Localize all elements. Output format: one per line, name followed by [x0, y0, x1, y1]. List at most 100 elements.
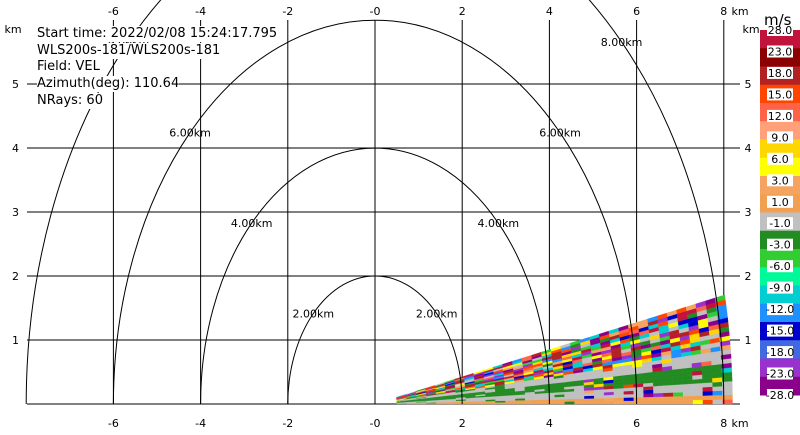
x-tick-bottom-6: 6 [633, 417, 640, 430]
sector-cell-55 [603, 397, 615, 402]
sector-cell-51 [564, 398, 575, 402]
ring-overshoot [4, 404, 12, 434]
x-tick-bottom-5: 4 [546, 417, 553, 430]
colorbar-label-2: 18.0 [768, 67, 793, 80]
colorbar-label-bg-12 [767, 281, 793, 294]
range-ring-0 [287, 275, 463, 405]
sector-cell-25 [643, 400, 654, 405]
sector-cell-94 [653, 392, 664, 398]
sector-cell-23 [623, 400, 634, 405]
sector-cell-17 [564, 401, 575, 405]
sector-cell-21 [603, 400, 615, 405]
sector-cell-127 [643, 389, 654, 394]
sector-cell-133 [702, 386, 713, 392]
y-tick-right-2: 3 [745, 206, 752, 219]
colorbar-label-bg-10 [767, 238, 793, 251]
sector-cell-130 [672, 388, 684, 393]
sector-cell-59 [643, 396, 654, 401]
sector-cell-24 [633, 400, 644, 405]
sector-cell-132 [692, 387, 703, 392]
colorbar-label-9: -1.0 [769, 217, 790, 230]
sector-cell-29 [682, 399, 694, 405]
colorbar-units: m/s [764, 11, 792, 29]
x-tick-top-7: 8 [720, 5, 727, 18]
x-tick-top-0: -6 [108, 5, 119, 18]
sector-cell-129 [663, 388, 674, 394]
sector-cell-52 [574, 398, 585, 402]
sector-cell-22 [613, 400, 625, 405]
colorbar-label-bg-11 [767, 260, 793, 273]
sector-cell-14 [534, 401, 546, 405]
colorbar-label-7: 3.0 [771, 174, 789, 187]
x-tick-bottom-3: -0 [370, 417, 381, 430]
y-tick-left-4: 5 [12, 78, 19, 91]
sector-cell-63 [682, 395, 694, 401]
sector-cell-61 [663, 396, 674, 401]
colorbar-label-bg-1 [767, 45, 793, 58]
colorbar-label-3: 15.0 [768, 88, 793, 101]
colorbar-label-bg-17 [767, 389, 793, 401]
sector-cell-168 [712, 381, 723, 387]
y-tick-left-2: 3 [12, 206, 19, 219]
x-tick-top-5: 4 [546, 5, 553, 18]
colorbar-label-bg-3 [767, 88, 793, 101]
sector-cell-96 [673, 392, 684, 397]
sector-cell-134 [712, 386, 723, 392]
start-time-label: Start time: 2022/02/08 15:24:17.795 [37, 26, 278, 42]
colorbar-label-bg-14 [767, 324, 793, 337]
colorbar: 28.0 23.0 18.0 15.0 12.0 9.0 6.0 3.0 1.0 -1.0 -3.0… [760, 24, 800, 402]
x-tick-top-4: 2 [459, 5, 466, 18]
axis-ticks: -6 -6 -4 -4 -2 -2 -0 -0 2 2 4 4 6 6 8 8 1 1 2 2 3 3 4 4 5 5 km km km… [4, 5, 759, 430]
sector-cell-91 [623, 393, 634, 398]
sector-cell-26 [653, 400, 664, 405]
colorbar-label-16: -23.0 [766, 368, 794, 381]
sector-cell-93 [643, 393, 654, 398]
sector-cell-126 [633, 390, 644, 395]
x-tick-top-6: 6 [633, 5, 640, 18]
x-tick-bottom-2: -2 [282, 417, 293, 430]
sector-cell-28 [673, 399, 684, 405]
x-unit-top: km [731, 5, 748, 18]
colorbar-label-11: -6.0 [769, 260, 790, 273]
sector-cell-20 [594, 400, 605, 405]
colorbar-label-12: -9.0 [769, 282, 790, 295]
sector-cell-16 [554, 401, 565, 405]
sector-cell-18 [574, 401, 585, 405]
colorbar-label-bg-5 [767, 131, 793, 144]
colorbar-label-0: 28.0 [768, 24, 793, 37]
range-ring-3 [25, 0, 725, 405]
colorbar-label-17: -28.0 [766, 389, 794, 402]
colorbar-label-8: 1.0 [771, 196, 789, 209]
sector-cell-66 [712, 394, 723, 400]
range-rings: 2.00km 2.00km 4.00km 4.00km 6.00km 6.00km 8.00… [4, 0, 725, 434]
sector-cell-64 [692, 395, 704, 401]
x-tick-top-3: -0 [370, 5, 381, 18]
sector-cell-97 [682, 391, 694, 397]
sector-cell-30 [692, 399, 704, 405]
azimuth-label: Azimuth(deg): 110.64 [37, 76, 180, 92]
range-ring-label-2-0: 6.00km [169, 127, 211, 140]
colorbar-label-bg-16 [767, 367, 793, 380]
colorbar-label-bg-8 [767, 195, 793, 208]
range-ring-label-0-1: 2.00km [416, 308, 458, 321]
sector-cell-56 [613, 397, 625, 402]
y-tick-right-4: 5 [745, 78, 752, 91]
range-ring-1 [200, 147, 550, 405]
sector-cell-86 [574, 395, 585, 400]
y-tick-left-3: 4 [12, 142, 19, 155]
sector-cell-27 [663, 400, 674, 405]
colorbar-label-14: -15.0 [766, 325, 794, 338]
range-ring-label-1-0: 4.00km [231, 217, 273, 230]
sector-cell-54 [594, 397, 605, 402]
y-tick-left-0: 1 [12, 334, 19, 347]
colorbar-label-bg-6 [767, 152, 793, 165]
sector-cell-12 [515, 401, 526, 405]
sector-cell-815 [714, 294, 726, 303]
colorbar-label-bg-0 [767, 24, 793, 36]
x-tick-bottom-0: -6 [108, 417, 119, 430]
instrument-label: WLS200s-181/WLS200s-181 [37, 43, 221, 59]
range-ring-label-0-0: 2.00km [293, 308, 335, 321]
x-unit-bottom: km [731, 417, 748, 430]
y-tick-right-1: 2 [745, 270, 752, 283]
